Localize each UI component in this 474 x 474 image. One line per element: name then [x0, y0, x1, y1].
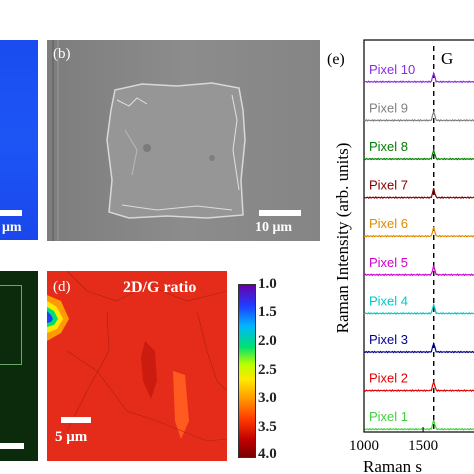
- ratio-map-contours: [47, 271, 227, 461]
- series-line: [363, 188, 474, 200]
- series-line: [363, 71, 474, 84]
- colorbar-tick: 4.0: [258, 446, 277, 462]
- colorbar-tick: 1.0: [258, 276, 277, 292]
- panel-a-scale-text: μm: [2, 220, 22, 235]
- panel-b-scale-text: 10 μm: [255, 220, 293, 235]
- colorbar-tick: 3.0: [258, 390, 277, 406]
- g-peak-label: G: [441, 49, 453, 68]
- panel-d-ratio-map: (d) 2D/G ratio 5 μm: [47, 271, 227, 461]
- panel-d-scale-bar: [61, 417, 91, 423]
- colorbar: [238, 284, 256, 458]
- panel-b-scale-bar: [259, 210, 301, 216]
- series-label: Pixel 4: [369, 293, 408, 308]
- colorbar-tick: 2.5: [258, 362, 277, 378]
- series-label: Pixel 3: [369, 332, 408, 347]
- series-label: Pixel 1: [369, 409, 408, 424]
- series-label: Pixel 8: [369, 139, 408, 154]
- x-tick-group: 1000150020: [349, 427, 438, 454]
- series-line: [363, 110, 474, 122]
- panel-d-label: (d): [53, 279, 71, 295]
- series-line: [363, 379, 474, 393]
- panel-d-scale-text: 5 μm: [55, 429, 88, 445]
- y-axis-label: Raman Intensity (arb. units): [333, 143, 352, 334]
- graphene-flake: [106, 82, 246, 219]
- panel-d-title: 2D/G ratio: [123, 279, 197, 296]
- series-group: Pixel 10 Pixel 9 Pixel 8 Pixel 7 Pixel 6 Pixe…: [363, 62, 474, 431]
- panel-c-image: [0, 271, 38, 461]
- sem-texture: [47, 40, 320, 241]
- series-label: Pixel 5: [369, 255, 408, 270]
- panel-b-label: (b): [53, 46, 71, 62]
- panel-e-label: (e): [327, 51, 345, 68]
- panel-e-raman-chart: (e) G Raman Intensity (arb. units) Pixel…: [327, 38, 474, 474]
- series-line: [363, 265, 474, 277]
- series-line: [363, 226, 474, 238]
- colorbar-tick: 3.5: [258, 419, 277, 435]
- x-tick-label: 1500: [408, 438, 438, 454]
- series-label: Pixel 10: [369, 62, 415, 77]
- series-line: [363, 341, 474, 354]
- colorbar-tick: 2.0: [258, 333, 277, 349]
- series-label: Pixel 2: [369, 371, 408, 386]
- series-label: Pixel 6: [369, 216, 408, 231]
- raman-plot: (e) G Raman Intensity (arb. units) Pixel…: [327, 39, 474, 474]
- x-tick-label: 1000: [349, 438, 379, 454]
- series-line: [363, 419, 474, 431]
- panel-c-scale-bar: [0, 443, 24, 449]
- panel-b-sem-image: (b) 10 μm: [47, 40, 320, 241]
- colorbar-tick: 1.5: [258, 304, 277, 320]
- panel-a-scale-bar: [0, 210, 22, 216]
- series-line: [363, 302, 474, 315]
- panel-a-image: μm: [0, 40, 38, 240]
- series-label: Pixel 9: [369, 100, 408, 115]
- x-axis-label: Raman s: [363, 457, 422, 474]
- panel-c-box-outline: [0, 285, 22, 365]
- series-line: [363, 148, 474, 161]
- series-label: Pixel 7: [369, 178, 408, 193]
